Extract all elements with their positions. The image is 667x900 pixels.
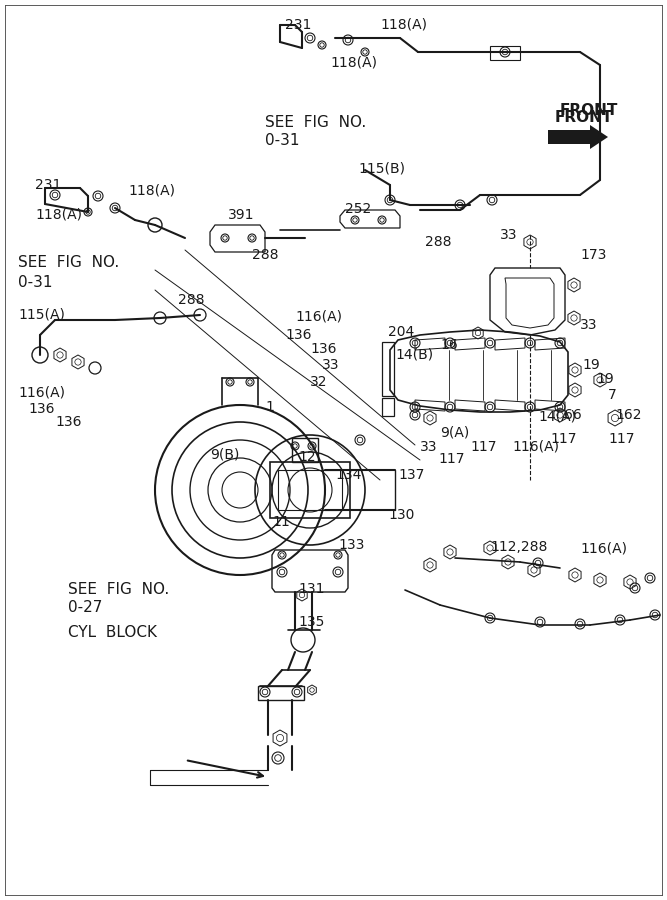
Text: 136: 136: [285, 328, 311, 342]
Text: 115(A): 115(A): [18, 308, 65, 322]
Text: 116(A): 116(A): [580, 542, 627, 556]
Polygon shape: [548, 125, 608, 149]
Text: 0-31: 0-31: [265, 133, 299, 148]
Text: 136: 136: [28, 402, 55, 416]
Bar: [292, 438, 318, 462]
Bar: [382, 398, 394, 416]
Text: 33: 33: [420, 440, 438, 454]
Bar: [278, 470, 342, 510]
Text: 19: 19: [582, 358, 600, 372]
Text: 131: 131: [298, 582, 325, 596]
Text: 288: 288: [425, 235, 452, 249]
Text: SEE  FIG  NO.: SEE FIG NO.: [18, 255, 119, 270]
Bar: [490, 46, 520, 60]
Text: SEE  FIG  NO.: SEE FIG NO.: [265, 115, 366, 130]
Text: 11: 11: [272, 515, 289, 529]
Text: 117: 117: [470, 440, 496, 454]
Text: 118(A): 118(A): [128, 183, 175, 197]
Text: 135: 135: [298, 615, 324, 629]
Text: FRONT: FRONT: [555, 110, 614, 125]
Text: 118(A): 118(A): [330, 55, 377, 69]
Text: 162: 162: [615, 408, 642, 422]
Text: 391: 391: [228, 208, 255, 222]
Bar: [382, 342, 394, 396]
Text: 231: 231: [35, 178, 61, 192]
Text: 137: 137: [398, 468, 424, 482]
Text: SEE  FIG  NO.: SEE FIG NO.: [68, 582, 169, 597]
Text: 288: 288: [178, 293, 205, 307]
Text: 116(A): 116(A): [295, 310, 342, 324]
Text: 115(B): 115(B): [358, 162, 405, 176]
Text: 173: 173: [580, 248, 606, 262]
Text: 116(A): 116(A): [512, 440, 559, 454]
Text: 117: 117: [438, 452, 464, 466]
Text: 9(B): 9(B): [210, 448, 239, 462]
Text: 7: 7: [608, 388, 617, 402]
Text: 118(A): 118(A): [380, 18, 427, 32]
Text: 16: 16: [440, 338, 458, 352]
Text: 32: 32: [310, 375, 327, 389]
Text: 204: 204: [388, 325, 414, 339]
Text: 66: 66: [564, 408, 582, 422]
Text: 118(A): 118(A): [35, 208, 82, 222]
Text: 14(A): 14(A): [538, 410, 576, 424]
Text: 9(A): 9(A): [440, 425, 470, 439]
Text: 231: 231: [285, 18, 311, 32]
Text: 1: 1: [265, 400, 274, 414]
Text: 0-27: 0-27: [68, 600, 102, 615]
Text: 12: 12: [298, 450, 315, 464]
Text: 134: 134: [335, 468, 362, 482]
Text: 33: 33: [322, 358, 340, 372]
Bar: [270, 462, 350, 518]
Text: 133: 133: [338, 538, 364, 552]
Text: 33: 33: [580, 318, 598, 332]
Text: 117: 117: [550, 432, 576, 446]
Text: 130: 130: [388, 508, 414, 522]
Text: 136: 136: [310, 342, 336, 356]
Text: 0-31: 0-31: [18, 275, 53, 290]
Text: 136: 136: [55, 415, 81, 429]
Text: 19: 19: [596, 372, 614, 386]
Text: 252: 252: [345, 202, 372, 216]
Text: 33: 33: [500, 228, 518, 242]
Text: 117: 117: [608, 432, 634, 446]
Text: CYL  BLOCK: CYL BLOCK: [68, 625, 157, 640]
Text: 112,288: 112,288: [490, 540, 548, 554]
Text: 14(B): 14(B): [395, 348, 433, 362]
Text: 288: 288: [252, 248, 279, 262]
Text: 116(A): 116(A): [18, 385, 65, 399]
Text: FRONT: FRONT: [560, 103, 618, 118]
